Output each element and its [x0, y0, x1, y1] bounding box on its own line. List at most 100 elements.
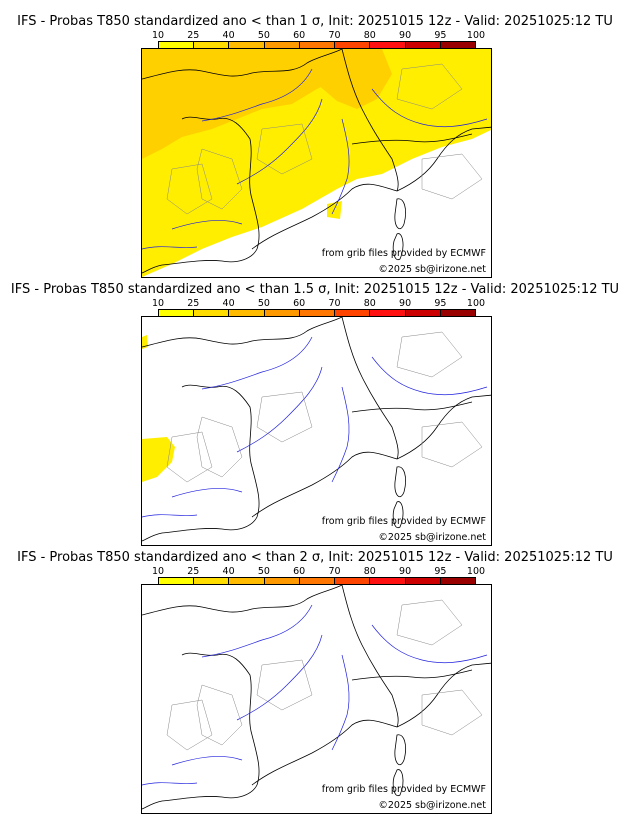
admin-boundary	[396, 331, 463, 378]
probability-map: from grib files provided by ECMWF ©2025 …	[141, 48, 492, 278]
country-border	[341, 49, 399, 192]
colorbar-tick: 70	[328, 30, 341, 41]
colorbar-tick: 90	[399, 298, 412, 309]
river	[201, 68, 313, 122]
river	[171, 488, 243, 498]
probability-area	[142, 437, 175, 482]
coastline	[251, 126, 491, 250]
map-panel-3: IFS - Probas T850 standardized ano < tha…	[0, 550, 630, 818]
colorbar-tick: 10	[151, 566, 165, 577]
river	[142, 246, 198, 250]
colorbar-swatch	[159, 42, 195, 49]
admin-boundary	[421, 421, 483, 468]
admin-boundary	[166, 699, 213, 751]
colorbar-swatch	[405, 42, 441, 49]
colorbar-swatch	[194, 42, 230, 49]
admin-boundary	[396, 599, 463, 646]
coastline	[251, 394, 491, 518]
colorbar-swatch	[440, 42, 475, 49]
credit-copyright: ©2025 sb@irizone.net	[378, 800, 486, 811]
admin-boundary	[196, 684, 243, 746]
river	[236, 98, 323, 185]
river	[142, 782, 198, 786]
admin-boundary	[256, 391, 313, 443]
colorbar-swatch	[370, 310, 406, 317]
colorbar-swatch	[229, 310, 265, 317]
coastline	[142, 116, 260, 274]
admin-boundary	[196, 416, 243, 478]
island	[394, 198, 406, 230]
panel-title: IFS - Probas T850 standardized ano < tha…	[17, 14, 613, 29]
colorbar-tick: 10	[151, 30, 165, 41]
country-border	[351, 669, 473, 681]
map-svg	[142, 585, 491, 810]
credit-source: from grib files provided by ECMWF	[321, 784, 486, 795]
colorbar-tick: 100	[466, 566, 486, 577]
colorbar-tick: 50	[257, 30, 270, 41]
colorbar-swatch	[194, 578, 230, 585]
colorbar-swatch	[229, 578, 265, 585]
colorbar-swatch	[370, 42, 406, 49]
colorbar-tick: 95	[434, 298, 447, 309]
colorbar-tick: 100	[466, 30, 486, 41]
island	[392, 233, 404, 261]
country-border	[341, 585, 399, 728]
coastline	[142, 585, 343, 616]
colorbar-tick: 90	[399, 566, 412, 577]
island	[392, 501, 404, 529]
admin-boundary	[396, 63, 463, 110]
map-svg	[142, 317, 491, 542]
island	[392, 769, 404, 797]
river	[331, 118, 350, 215]
colorbar-tick: 50	[257, 298, 270, 309]
river	[371, 88, 488, 128]
colorbar-tick: 25	[187, 566, 200, 577]
colorbar-swatch	[405, 310, 441, 317]
admin-boundary	[166, 431, 213, 483]
admin-boundary	[196, 148, 243, 210]
colorbar-swatch	[370, 578, 406, 585]
credit-copyright: ©2025 sb@irizone.net	[378, 264, 486, 275]
credit-copyright: ©2025 sb@irizone.net	[378, 532, 486, 543]
river	[371, 624, 488, 664]
island	[394, 466, 406, 498]
colorbar-tick: 40	[222, 298, 235, 309]
colorbar-ticks: 10 25 40 50 60 70 80 90 95 100	[152, 298, 485, 309]
river	[331, 654, 350, 751]
colorbar-tick: 70	[328, 566, 341, 577]
admin-boundary	[421, 153, 483, 200]
colorbar-tick: 40	[222, 30, 235, 41]
probability-area-high	[292, 49, 392, 109]
credit-source: from grib files provided by ECMWF	[321, 248, 486, 259]
colorbar-tick: 80	[363, 298, 376, 309]
river	[201, 604, 313, 658]
admin-boundary	[256, 123, 313, 175]
river	[331, 386, 350, 483]
colorbar-swatch	[335, 310, 371, 317]
country-border	[351, 133, 473, 145]
colorbar-swatch	[335, 578, 371, 585]
colorbar-swatch	[159, 578, 195, 585]
probability-map: from grib files provided by ECMWF ©2025 …	[141, 316, 492, 546]
admin-boundary	[166, 163, 213, 215]
river	[171, 220, 243, 230]
river	[236, 634, 323, 721]
panel-title: IFS - Probas T850 standardized ano < tha…	[17, 550, 613, 565]
colorbar-tick: 70	[328, 298, 341, 309]
coastline	[251, 662, 491, 786]
admin-boundary	[256, 659, 313, 711]
map-panel-1: IFS - Probas T850 standardized ano < tha…	[0, 14, 630, 282]
colorbar-tick: 60	[293, 298, 306, 309]
colorbar-swatch	[299, 578, 336, 585]
colorbar-tick: 95	[434, 566, 447, 577]
river	[142, 514, 198, 518]
colorbar-tick: 50	[257, 566, 270, 577]
colorbar-tick: 40	[222, 566, 235, 577]
colorbar-tick: 60	[293, 566, 306, 577]
river	[171, 756, 243, 766]
colorbar-ticks: 10 25 40 50 60 70 80 90 95 100	[152, 30, 485, 41]
colorbar-swatch	[335, 42, 371, 49]
colorbar-swatch	[159, 310, 195, 317]
colorbar-swatch	[194, 310, 230, 317]
colorbar-swatch	[440, 578, 475, 585]
